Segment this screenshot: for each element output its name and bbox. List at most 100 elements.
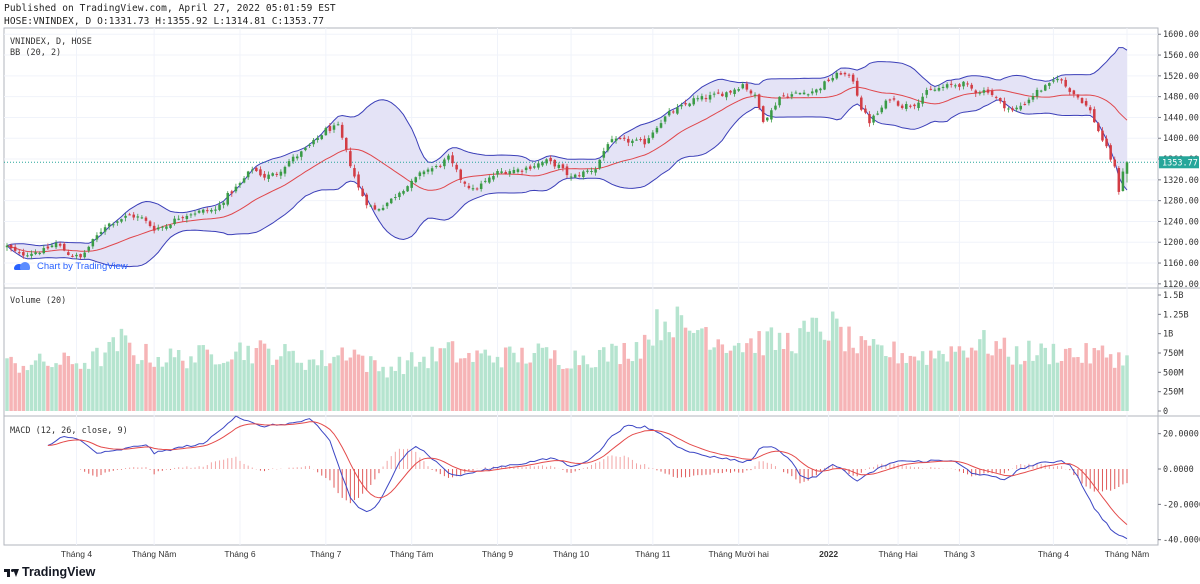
- candle-body: [26, 255, 29, 257]
- footer-brand[interactable]: TradingView: [4, 565, 95, 579]
- candle-body: [892, 98, 896, 100]
- volume-bar: [957, 346, 962, 411]
- volume-bar: [818, 331, 823, 411]
- candle-body: [1043, 85, 1047, 91]
- volume-bar: [475, 350, 479, 411]
- volume-bar: [1031, 360, 1035, 411]
- price-tick-label: 1120.00: [1163, 280, 1199, 290]
- volume-bar: [389, 366, 393, 411]
- candle-body: [328, 126, 332, 131]
- time-tick-label: Tháng 10: [553, 549, 589, 559]
- volume-bar: [614, 345, 618, 411]
- candle-body: [753, 94, 757, 96]
- candle-body: [238, 183, 242, 186]
- candle-body: [921, 96, 924, 104]
- candle-body: [1125, 162, 1129, 174]
- volume-bar: [577, 365, 581, 411]
- candle-body: [815, 89, 818, 93]
- volume-bar: [393, 370, 398, 411]
- volume-bar: [156, 356, 160, 411]
- volume-bar: [58, 364, 62, 411]
- volume-bar: [528, 362, 532, 411]
- volume-bar: [573, 350, 577, 411]
- candle-body: [492, 175, 495, 180]
- candle-body: [214, 209, 217, 211]
- volume-bar: [168, 348, 173, 411]
- candle-body: [181, 217, 185, 219]
- volume-bar: [193, 362, 197, 411]
- volume-bar: [91, 351, 95, 411]
- volume-bars[interactable]: [5, 306, 1129, 411]
- candle-body: [1064, 79, 1067, 87]
- candle-body: [210, 209, 213, 212]
- macd-pane[interactable]: [47, 415, 1128, 540]
- volume-bar: [221, 362, 226, 411]
- candle-body: [504, 171, 507, 174]
- candle-body: [684, 103, 687, 105]
- volume-bar: [189, 356, 193, 411]
- volume-bar: [589, 367, 594, 411]
- volume-bar: [900, 353, 904, 411]
- candle-body: [152, 225, 156, 231]
- volume-bar: [1063, 348, 1068, 411]
- candle-body: [655, 127, 659, 133]
- candle-body: [917, 102, 920, 109]
- volume-bar: [736, 343, 741, 411]
- candle-body: [1084, 101, 1088, 106]
- candle-body: [913, 104, 916, 107]
- volume-bar: [369, 356, 373, 411]
- volume-bar: [871, 339, 876, 411]
- candle-body: [434, 166, 438, 168]
- candle-body: [414, 177, 418, 183]
- volume-bar: [1096, 350, 1101, 411]
- candle-body: [291, 156, 295, 162]
- candle-body: [1088, 107, 1092, 111]
- candle-body: [999, 97, 1002, 102]
- candle-body: [193, 213, 197, 215]
- candle-body: [864, 108, 867, 113]
- candle-body: [855, 80, 859, 96]
- candle-body: [986, 89, 990, 93]
- volume-bar: [597, 349, 602, 411]
- volume-bar: [42, 361, 46, 411]
- volume-bar: [283, 344, 287, 411]
- volume-bar: [1006, 356, 1011, 411]
- volume-tick-label: 0: [1163, 407, 1168, 417]
- candle-body: [778, 96, 781, 106]
- volume-bar: [830, 311, 835, 411]
- volume-bar: [508, 346, 512, 411]
- volume-bar: [103, 352, 107, 411]
- volume-bar: [385, 377, 389, 411]
- volume-bar: [724, 352, 729, 411]
- volume-bar: [1018, 364, 1023, 411]
- candle-body: [802, 92, 806, 95]
- candle-body: [1101, 130, 1104, 141]
- volume-bar: [140, 360, 144, 411]
- volume-bar: [1002, 337, 1007, 411]
- candle-body: [300, 151, 303, 157]
- candle-body: [810, 91, 814, 94]
- volume-tick-label: 1.25B: [1163, 310, 1189, 320]
- volume-bar: [234, 351, 238, 411]
- candle-body: [67, 252, 70, 255]
- chart-border: [3, 27, 1159, 546]
- candle-body: [116, 221, 119, 223]
- candle-body: [872, 115, 875, 123]
- volume-bar: [626, 358, 631, 411]
- candle-body: [541, 162, 544, 166]
- candle-body: [173, 218, 176, 225]
- volume-bar: [434, 361, 438, 411]
- volume-bar: [667, 332, 671, 411]
- tradingview-watermark[interactable]: Chart by TradingView: [14, 261, 128, 272]
- candlesticks[interactable]: [5, 70, 1129, 260]
- candle-body: [766, 117, 769, 121]
- last-price-tag: [1159, 156, 1199, 169]
- volume-bar: [127, 342, 132, 411]
- candle-body: [185, 215, 189, 220]
- last-price-value: 1353.77: [1162, 158, 1198, 168]
- price-tick-label: 1520.00: [1163, 72, 1199, 82]
- candle-body: [741, 84, 745, 89]
- volume-bar: [524, 363, 528, 411]
- candle-body: [38, 253, 41, 255]
